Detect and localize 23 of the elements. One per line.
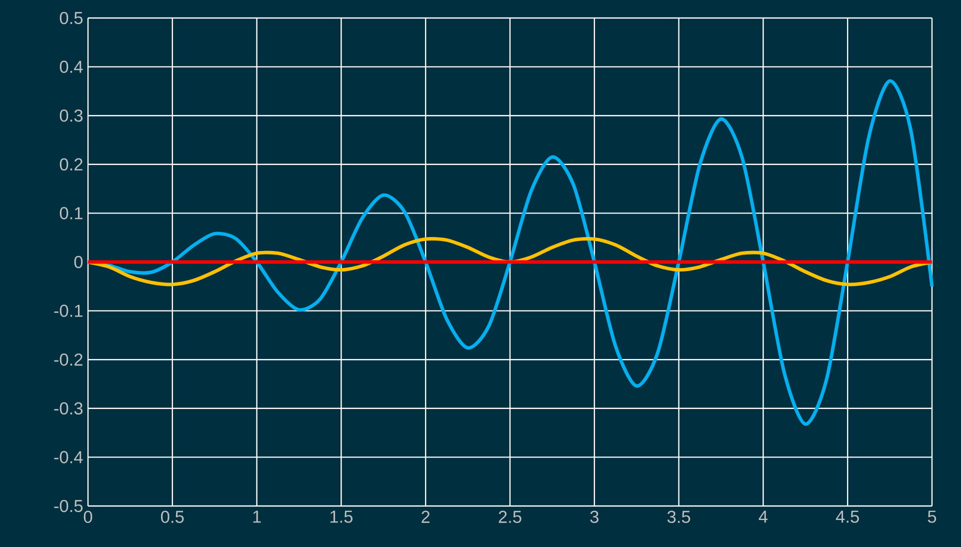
y-tick-label: 0.5 [60,12,83,24]
y-tick-label: -0.4 [54,451,83,464]
x-tick-label: 2.5 [498,510,522,523]
x-tick-label: 3 [590,510,598,523]
x-tick-label: 4 [758,510,768,523]
x-tick-label: 1 [253,510,261,523]
x-tick-label: 5 [928,510,936,523]
y-tick-label: 0.1 [60,207,82,220]
x-tick-label: 4.5 [836,510,859,523]
x-tick-label: 1.5 [330,510,353,523]
y-tick-label: 0 [74,256,83,268]
y-tick-label: 0.3 [60,109,83,122]
y-tick-label: -0.5 [54,500,83,512]
x-tick-label: 0 [84,510,92,523]
y-tick-label: 0.4 [60,60,83,73]
y-tick-label: -0.2 [54,353,82,366]
x-tick-label: 0.5 [161,510,184,523]
line-series [86,237,934,286]
x-tick-label: 3.5 [667,510,690,523]
x-tick-label: 2 [422,510,430,523]
y-tick-label: -0.1 [54,304,82,317]
y-tick-label: -0.3 [54,402,83,415]
y-tick-label: 0.2 [60,158,82,171]
